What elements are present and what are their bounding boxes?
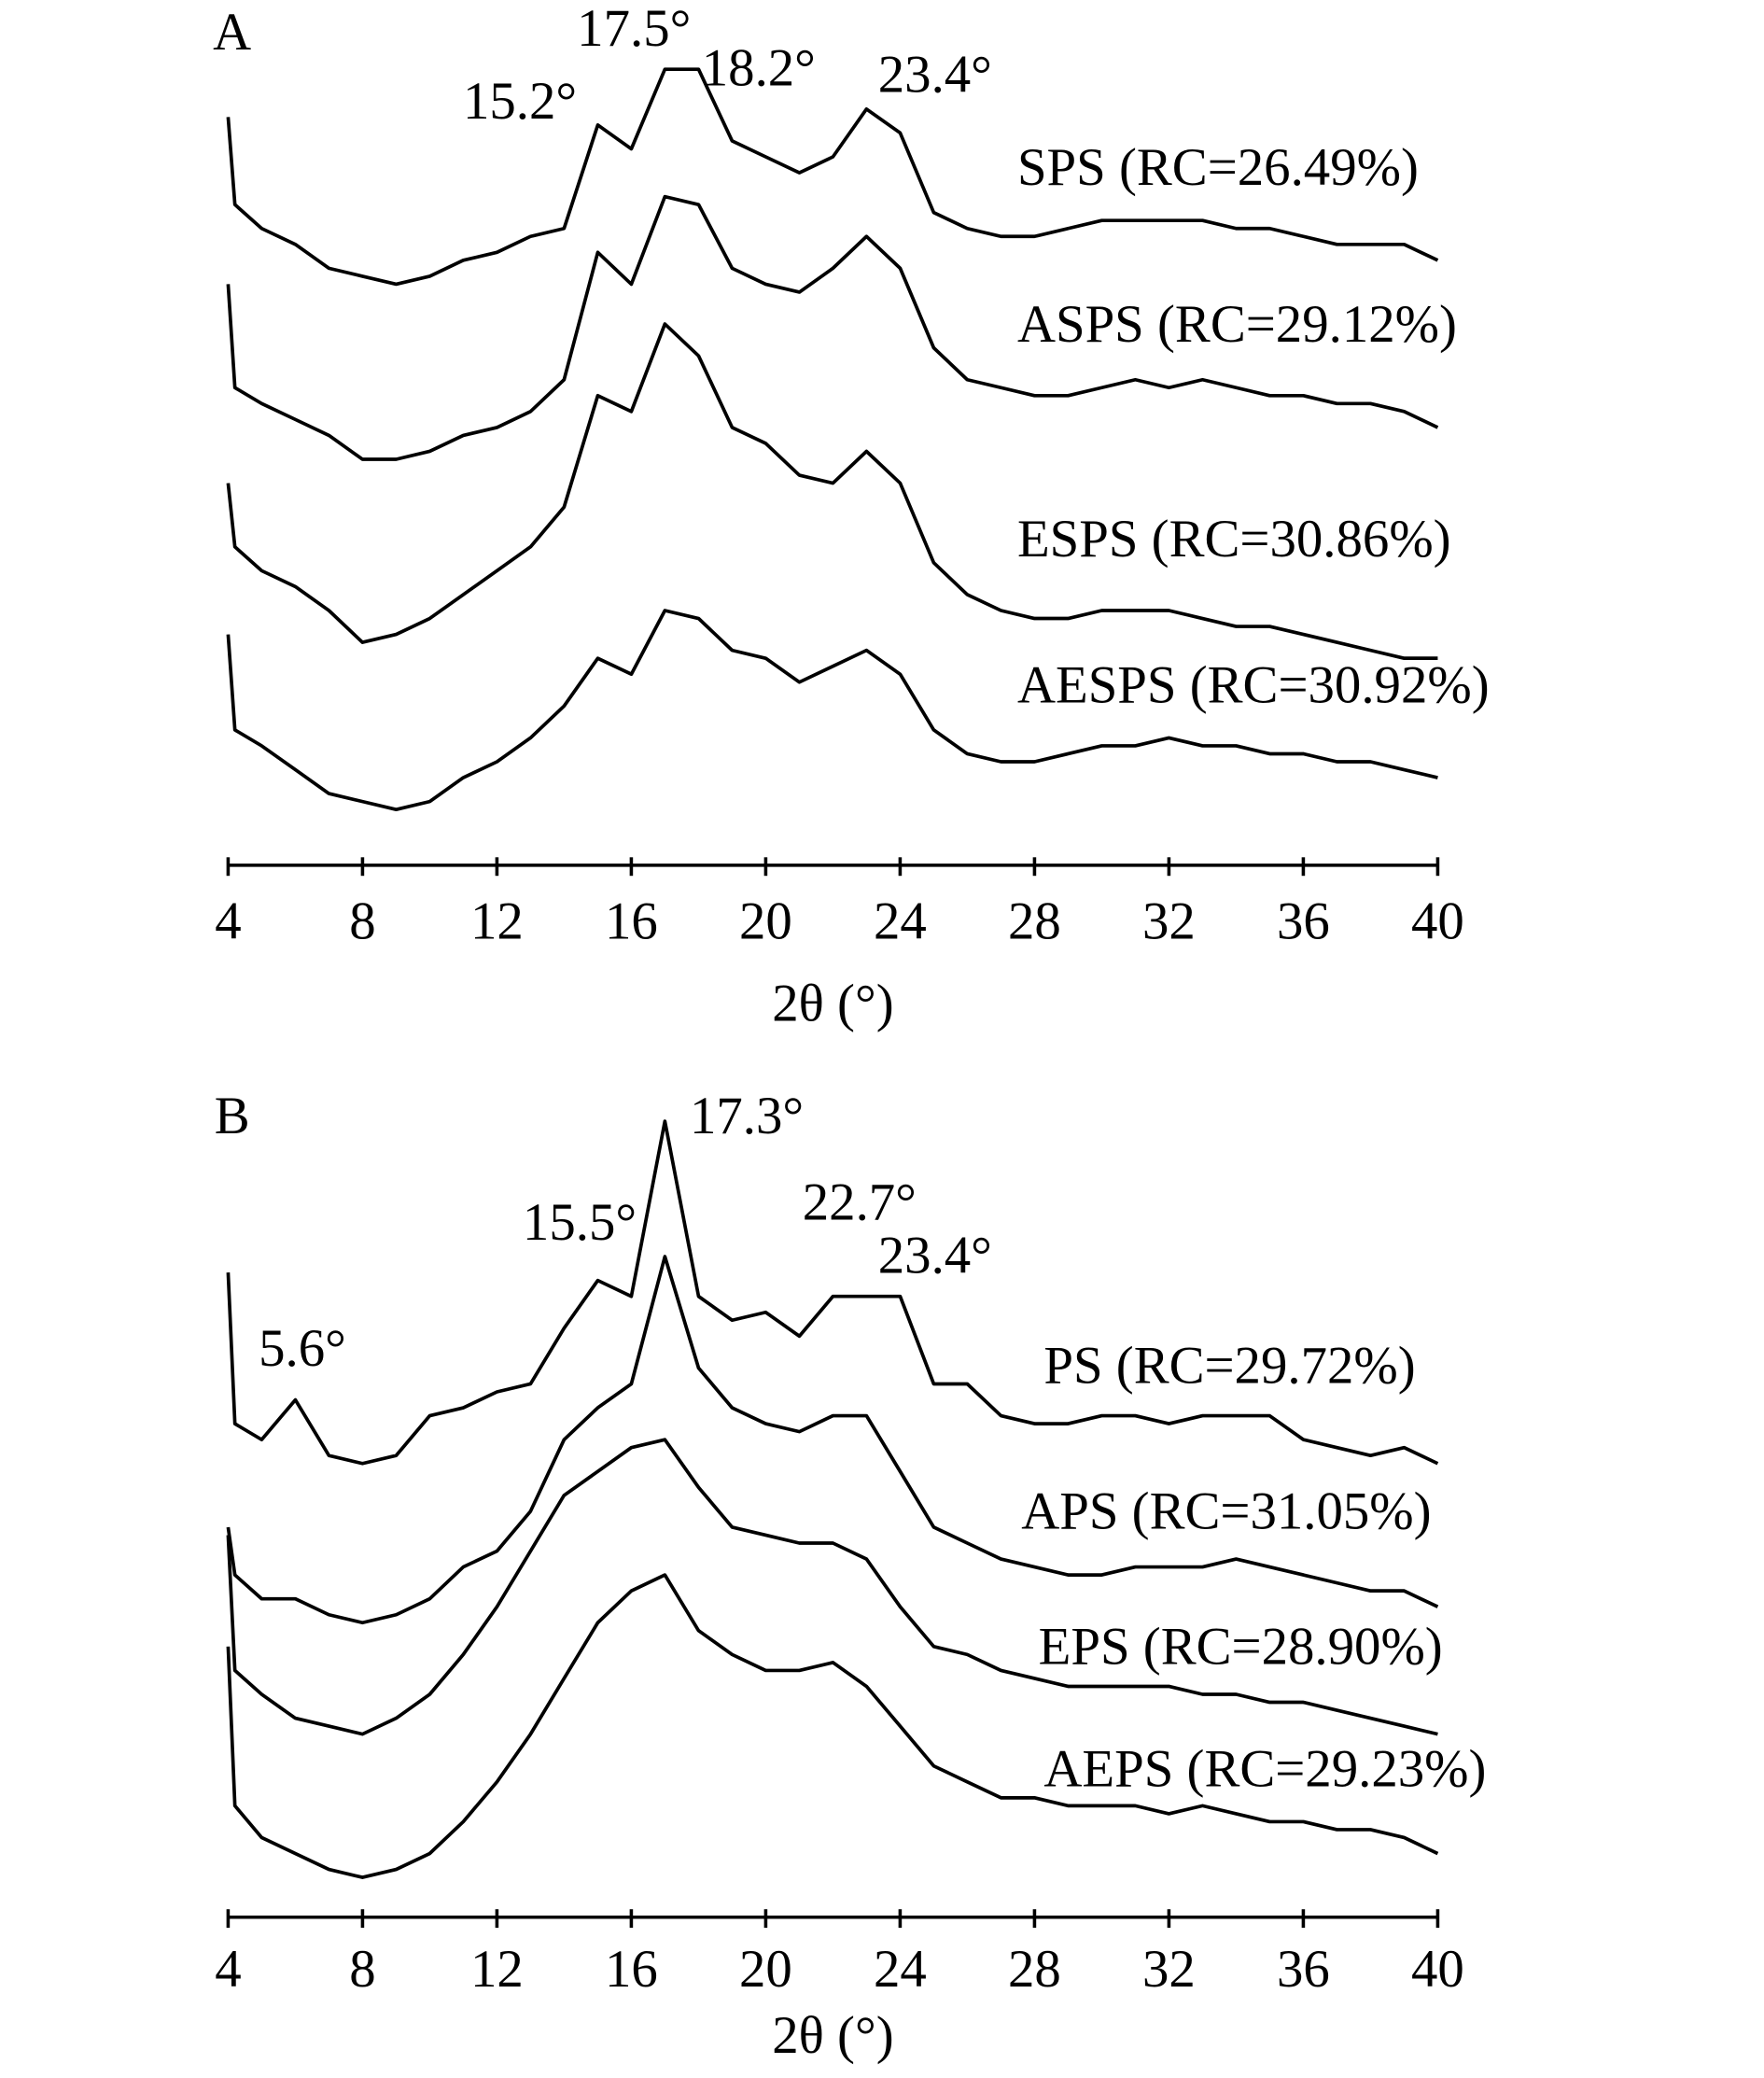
series-label: PS (RC=29.72%) [1043, 1336, 1415, 1395]
x-tick-label: 40 [1411, 892, 1464, 950]
x-tick-label: 8 [349, 892, 375, 950]
x-tick-label: 32 [1142, 892, 1196, 950]
x-tick-label: 12 [470, 892, 524, 950]
x-tick-label: 12 [470, 1940, 524, 1999]
series-label: ESPS (RC=30.86%) [1017, 510, 1451, 569]
xrd-curve [226, 194, 1439, 461]
x-tick-label: 20 [739, 1940, 792, 1999]
xrd-curve [226, 322, 1438, 661]
panel-label: B [215, 1087, 250, 1145]
x-tick-label: 24 [874, 1940, 927, 1999]
x-tick-label: 16 [605, 892, 658, 950]
series-label: SPS (RC=26.49%) [1017, 138, 1419, 197]
xrd-curve [226, 609, 1438, 812]
peak-annotation: 5.6° [259, 1319, 346, 1378]
x-tick-label: 36 [1277, 1940, 1330, 1999]
peak-annotation: 17.5° [577, 0, 691, 58]
xrd-curve [226, 1573, 1439, 1879]
xrd-curve [226, 1119, 1439, 1466]
peak-annotation: 22.7° [803, 1173, 917, 1232]
peak-annotation: 23.4° [878, 46, 992, 105]
x-tick-label: 28 [1008, 1940, 1061, 1999]
x-axis-title: 2θ (°) [772, 2006, 893, 2065]
x-tick-label: 4 [215, 1940, 241, 1999]
x-tick-label: 20 [739, 892, 792, 950]
series-label: APS (RC=31.05%) [1021, 1482, 1431, 1541]
series-label: AESPS (RC=30.92%) [1017, 655, 1490, 714]
xrd-curve [226, 1255, 1439, 1625]
peak-annotation: 18.2° [702, 39, 816, 98]
peak-annotation: 17.3° [690, 1087, 804, 1145]
x-tick-label: 4 [215, 892, 241, 950]
series-label: EPS (RC=28.90%) [1039, 1618, 1443, 1677]
x-tick-label: 24 [874, 892, 927, 950]
series-label: ASPS (RC=29.12%) [1017, 295, 1457, 354]
peak-annotation: 23.4° [878, 1226, 992, 1285]
x-tick-label: 16 [605, 1940, 658, 1999]
peak-annotation: 15.5° [523, 1193, 637, 1252]
x-tick-label: 40 [1411, 1940, 1464, 1999]
x-tick-label: 8 [349, 1940, 375, 1999]
x-tick-label: 36 [1277, 892, 1330, 950]
panel-label: A [213, 3, 251, 62]
xrd-curve [226, 67, 1439, 287]
xrd-curve [226, 1438, 1438, 1736]
x-tick-label: 32 [1142, 1940, 1196, 1999]
series-label: AEPS (RC=29.23%) [1043, 1739, 1486, 1798]
peak-annotation: 15.2° [463, 72, 577, 131]
x-tick-label: 28 [1008, 892, 1061, 950]
x-axis-title: 2θ (°) [772, 974, 893, 1032]
